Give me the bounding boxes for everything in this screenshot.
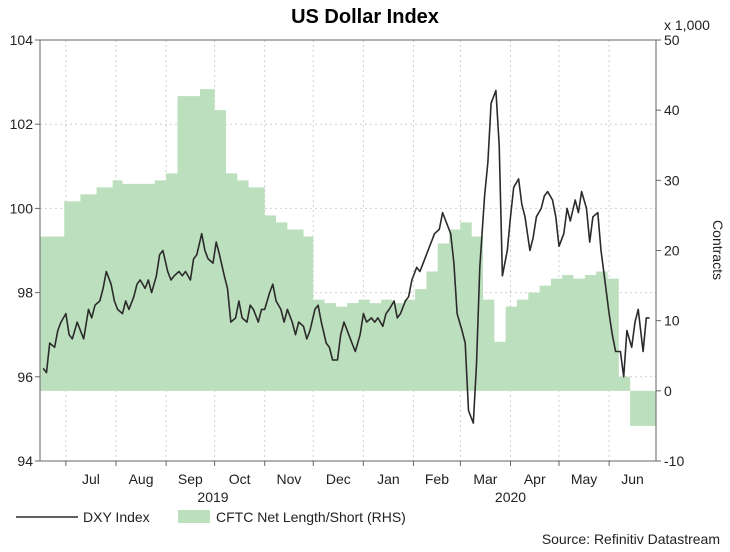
month-label: Feb xyxy=(425,471,449,487)
legend-label-dxy: DXY Index xyxy=(83,509,150,525)
dxy-line-layer xyxy=(42,89,650,424)
left-tick-label: 104 xyxy=(10,32,34,48)
x-axis: Jul Aug Sep Oct Nov Dec Jan Feb Mar Apr May Jun 2019… xyxy=(65,461,644,505)
right-axis: -10 0 10 20 30 40 50 xyxy=(656,32,684,469)
right-tick-label: -10 xyxy=(664,453,684,469)
left-axis: 94 96 98 100 102 104 xyxy=(10,32,40,469)
left-tick-label: 96 xyxy=(17,369,33,385)
left-tick-label: 94 xyxy=(17,453,33,469)
month-label: Apr xyxy=(524,471,546,487)
dxy-line xyxy=(42,89,650,424)
right-tick-label: 10 xyxy=(664,313,680,329)
legend: DXY Index CFTC Net Length/Short (RHS) xyxy=(16,509,406,525)
source-note: Source: Refinitiv Datastream xyxy=(542,531,720,547)
right-tick-label: 40 xyxy=(664,102,680,118)
year-label-2020: 2020 xyxy=(495,489,526,505)
month-label: Aug xyxy=(129,471,154,487)
right-tick-label: 0 xyxy=(664,383,672,399)
legend-label-cftc: CFTC Net Length/Short (RHS) xyxy=(216,509,406,525)
chart-title: US Dollar Index xyxy=(291,6,439,28)
legend-swatch-cftc xyxy=(178,510,210,523)
right-tick-label: 20 xyxy=(664,243,680,259)
year-label-2019: 2019 xyxy=(197,489,228,505)
plot-area xyxy=(39,39,657,462)
month-label: May xyxy=(571,471,597,487)
right-tick-label: 30 xyxy=(664,172,680,188)
month-label: Mar xyxy=(473,471,497,487)
right-axis-unit-label: x 1,000 xyxy=(664,17,710,33)
month-label: Jul xyxy=(82,471,100,487)
right-axis-label: Contracts xyxy=(710,220,726,280)
left-tick-label: 98 xyxy=(17,285,33,301)
month-label: Nov xyxy=(277,471,302,487)
month-label: Oct xyxy=(229,471,251,487)
left-tick-label: 102 xyxy=(10,116,34,132)
right-tick-label: 50 xyxy=(664,32,680,48)
month-label: Jun xyxy=(621,471,644,487)
left-tick-label: 100 xyxy=(10,200,34,216)
month-label: Sep xyxy=(178,471,203,487)
month-label: Dec xyxy=(326,471,351,487)
cftc-area xyxy=(40,89,656,426)
month-label: Jan xyxy=(377,471,400,487)
cftc-area-layer xyxy=(40,89,656,426)
